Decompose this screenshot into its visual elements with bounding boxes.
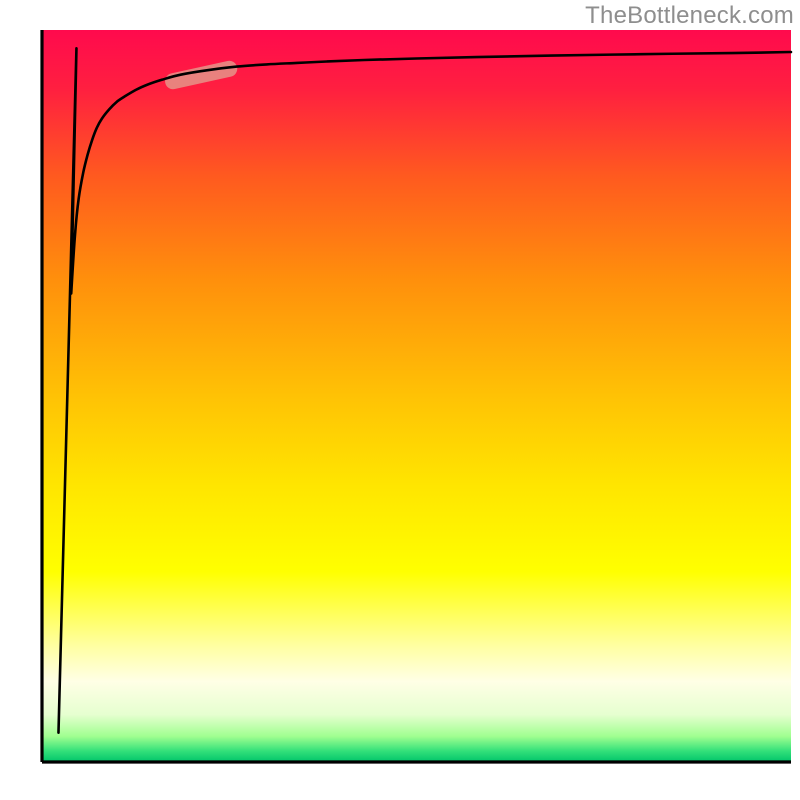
chart-svg	[0, 0, 800, 800]
plot-background	[42, 30, 791, 762]
chart-container: TheBottleneck.com	[0, 0, 800, 800]
